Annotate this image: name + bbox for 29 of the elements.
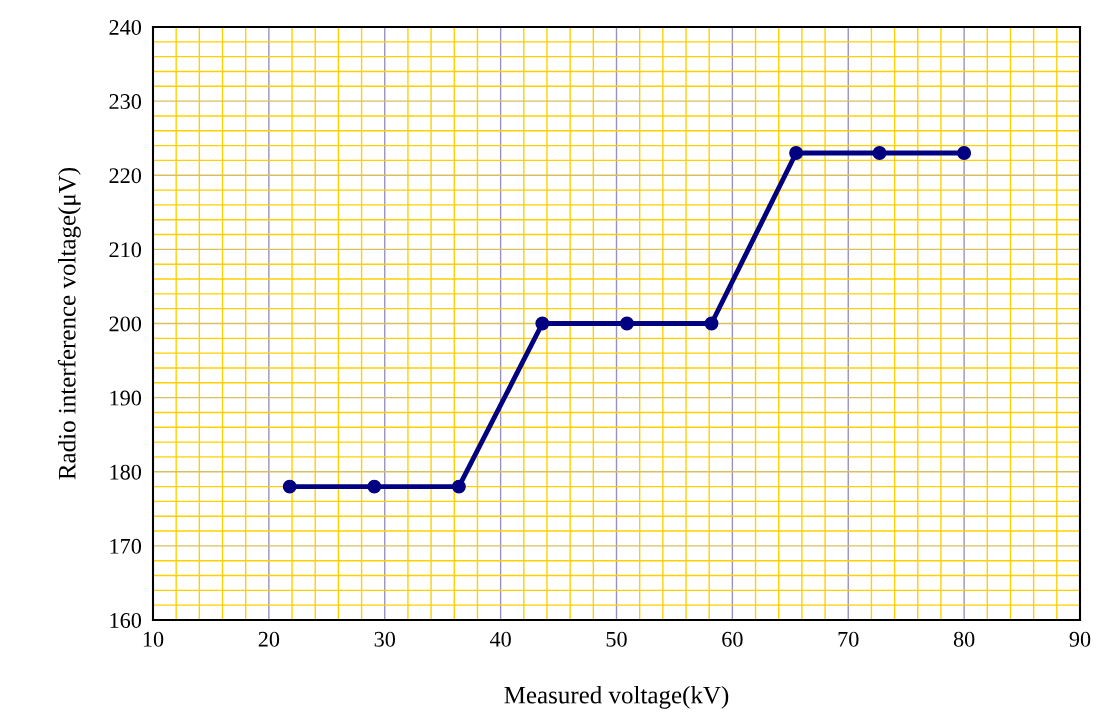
point xyxy=(282,479,297,494)
y-axis-title: Radio interference voltage(μV) xyxy=(57,167,81,480)
x-tick-label: 10 xyxy=(143,631,164,647)
point xyxy=(535,316,550,331)
point xyxy=(872,146,887,160)
point xyxy=(451,479,466,494)
point xyxy=(789,146,804,160)
y-tick-label: 180 xyxy=(110,464,142,480)
point xyxy=(367,479,382,494)
y-tick-label: 200 xyxy=(109,316,142,332)
y-tick-label: 160 xyxy=(110,612,142,628)
x-tick-label: 30 xyxy=(374,631,396,647)
y-tick-label: 220 xyxy=(109,168,142,184)
x-tick-label: 70 xyxy=(838,631,859,647)
x-tick-label: 90 xyxy=(1069,631,1091,647)
y-tick-label: 210 xyxy=(109,242,142,258)
point xyxy=(704,316,719,331)
x-axis-title: Measured voltage(kV) xyxy=(504,685,729,709)
x-tick-label: 20 xyxy=(258,631,280,647)
y-tick-label: 170 xyxy=(110,538,142,554)
x-tick-label: 60 xyxy=(722,631,743,647)
point xyxy=(957,146,972,160)
point xyxy=(619,316,634,331)
y-tick-label: 230 xyxy=(109,94,142,110)
x-tick-label: 40 xyxy=(489,631,511,647)
x-tick-label: 50 xyxy=(606,631,627,647)
y-tick-label: 240 xyxy=(109,19,142,35)
x-tick-label: 80 xyxy=(953,631,975,647)
y-tick-label: 190 xyxy=(110,390,142,406)
